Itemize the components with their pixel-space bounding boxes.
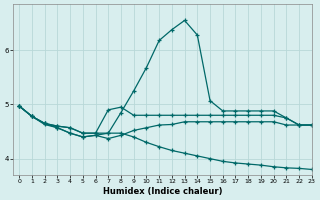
X-axis label: Humidex (Indice chaleur): Humidex (Indice chaleur) [103, 187, 222, 196]
